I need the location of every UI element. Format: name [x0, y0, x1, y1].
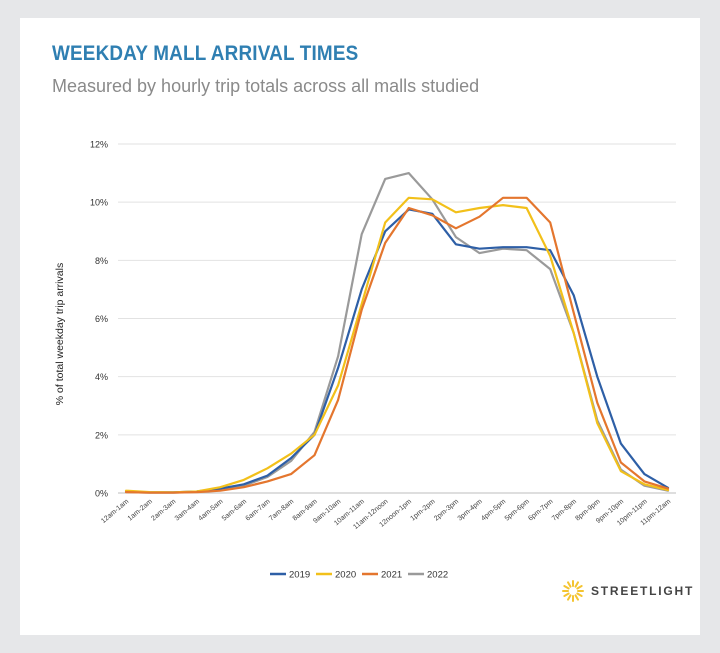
x-tick-label: 6pm-7pm	[527, 498, 554, 522]
x-tick-label: 5pm-6pm	[504, 498, 531, 522]
y-tick-label: 8%	[95, 256, 108, 266]
series-line-2019	[124, 208, 670, 494]
x-tick-label: 1am-2am	[127, 498, 154, 522]
x-tick-label: 1pm-2pm	[409, 498, 436, 522]
x-tick-label: 2pm-3pm	[433, 498, 460, 522]
series-lines	[124, 172, 670, 494]
legend-label-2019: 2019	[289, 570, 310, 581]
x-tick-label: 6am-7am	[245, 498, 272, 522]
chart-title: WEEKDAY MALL ARRIVAL TIMES	[52, 42, 359, 65]
x-tick-labels: 12am-1am1am-2am2am-3am3am-4am4am-5am5am-…	[100, 498, 672, 531]
x-tick-label: 3am-4am	[174, 498, 201, 522]
x-tick-label: 4am-5am	[197, 498, 224, 522]
legend-label-2021: 2021	[381, 570, 402, 581]
line-chart: 0%2%4%6%8%10%12% 12am-1am1am-2am2am-3am3…	[54, 140, 676, 581]
x-tick-label: 7pm-8pm	[551, 498, 578, 522]
streetlight-logo: STREETLIGHT	[561, 579, 694, 603]
legend-label-2022: 2022	[427, 570, 448, 581]
legend-label-2020: 2020	[335, 570, 356, 581]
logo-text: STREETLIGHT	[591, 584, 695, 598]
y-tick-labels: 0% 2% 4% 6% 8% 10% 12%	[90, 140, 108, 499]
sun-burst-icon	[562, 580, 584, 602]
series-line-2020	[124, 196, 670, 494]
x-tick-label: 7am-8am	[268, 498, 295, 522]
x-tick-label: 4pm-5pm	[480, 498, 507, 522]
chart-card: WEEKDAY MALL ARRIVAL TIMES Measured by h…	[20, 18, 700, 635]
y-tick-label: 0%	[95, 489, 108, 499]
series-line-2021	[124, 196, 670, 494]
y-tick-label: 2%	[95, 430, 108, 440]
x-tick-label: 12am-1am	[100, 498, 130, 525]
y-tick-label: 10%	[90, 198, 108, 208]
gridlines	[118, 143, 676, 494]
chart-subtitle: Measured by hourly trip totals across al…	[52, 76, 480, 96]
x-tick-label: 5am-6am	[221, 498, 248, 522]
y-axis-label: % of total weekday trip arrivals	[54, 263, 66, 405]
y-tick-label: 12%	[90, 140, 108, 150]
legend: 2019 2020 2021 2022	[270, 570, 448, 581]
x-tick-label: 3pm-4pm	[457, 498, 484, 522]
y-tick-label: 4%	[95, 372, 108, 382]
x-tick-label: 2am-3am	[150, 498, 177, 522]
y-tick-label: 6%	[95, 314, 108, 324]
